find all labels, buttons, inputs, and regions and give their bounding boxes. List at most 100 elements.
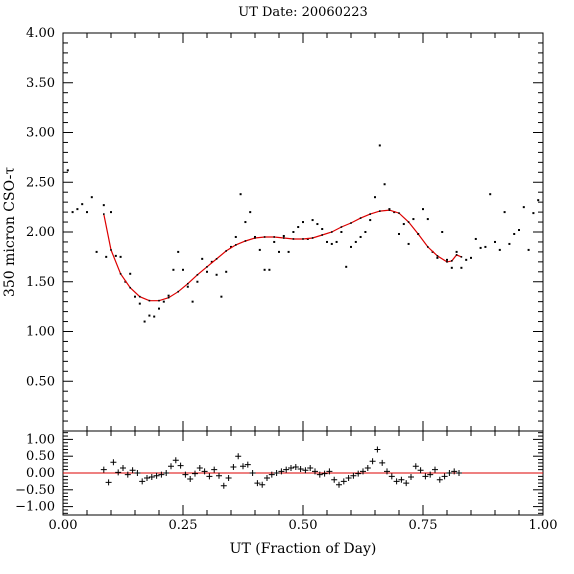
data-point [503,211,506,214]
fit-point [283,237,285,239]
residual-point [292,463,299,470]
fit-point [129,286,131,289]
fit-line [103,209,462,302]
residual-point [321,470,328,477]
data-point [508,242,511,245]
residual-point [355,470,362,477]
residual-point [192,470,198,477]
data-point [398,232,400,235]
data-point [66,169,69,172]
data-point [278,250,280,253]
residual-point [374,446,381,453]
residual-point [196,464,203,471]
residual-y-tick-label: 0.50 [26,449,55,464]
data-point [138,302,141,305]
y-tick-label: 1.50 [26,275,55,290]
data-point [340,231,343,233]
data-point [102,204,105,207]
residual-point [144,475,150,482]
fit-point [427,246,429,248]
residual-point [254,480,261,487]
fit-point [388,209,391,211]
main-plot-frame [62,32,544,432]
x-tick-label: 0.75 [409,518,438,533]
residual-point [408,474,414,481]
residual-point [216,472,222,479]
y-tick-label: 1.00 [26,325,55,340]
data-point [484,245,487,248]
residual-point [110,459,117,466]
residual-point [100,466,107,473]
fit-point [302,238,304,240]
data-point [494,240,496,243]
data-point [474,237,477,240]
residual-point [244,461,251,468]
residual-point [436,476,443,483]
residual-point [148,474,155,481]
x-tick-label: 0.00 [49,518,78,533]
y-tick-label: 4.00 [26,26,55,41]
data-point [143,320,146,323]
residual-point [441,473,448,480]
data-point [172,268,175,271]
data-point [513,232,516,235]
fit-point [460,256,463,258]
data-point [282,234,285,237]
data-point [402,223,405,226]
data-point [114,254,117,257]
data-point [258,248,261,251]
data-point [76,208,79,211]
data-point [345,265,348,268]
x-tick-label: 1.00 [529,518,558,533]
data-point [522,206,525,209]
data-point [527,248,530,251]
data-point [273,240,276,243]
residual-point [307,464,314,471]
residual-point [158,471,165,478]
residual-point [139,478,146,485]
data-point [134,295,136,298]
data-point [297,226,300,229]
residual-point [360,468,366,475]
residual-point [201,468,208,475]
fit-point [148,299,151,302]
data-point [119,255,122,258]
data-point [230,245,232,248]
residual-point [403,480,410,487]
residual-y-tick-label: −1.00 [15,500,55,515]
fit-point [369,213,371,215]
fit-point [187,282,189,285]
data-point [369,219,372,222]
data-point [191,300,194,303]
data-point [254,235,256,238]
fit-point [292,238,295,240]
residual-point [297,465,304,472]
data-point [206,270,208,273]
data-point [244,221,247,224]
data-point [364,231,367,233]
y-tick-label: 3.50 [26,76,55,91]
data-point [330,242,333,245]
fit-point [321,234,323,236]
residual-point [331,476,338,483]
residual-point [220,482,227,489]
fit-point [225,250,227,252]
data-point [186,285,189,288]
residual-point [412,463,419,470]
data-point [354,240,357,243]
residual-point [446,470,453,476]
fit-point [311,237,314,239]
data-point [234,235,237,238]
x-tick-label: 0.25 [169,518,198,533]
data-point [110,211,112,214]
data-point [388,208,391,211]
residual-point [427,471,434,478]
data-point [378,144,381,147]
data-point [220,295,223,298]
residual-point [187,476,194,483]
chart-title: UT Date: 20060223 [238,5,368,20]
residual-point [340,478,347,485]
data-point [302,221,304,224]
fit-point [446,261,448,263]
data-point [182,268,184,271]
